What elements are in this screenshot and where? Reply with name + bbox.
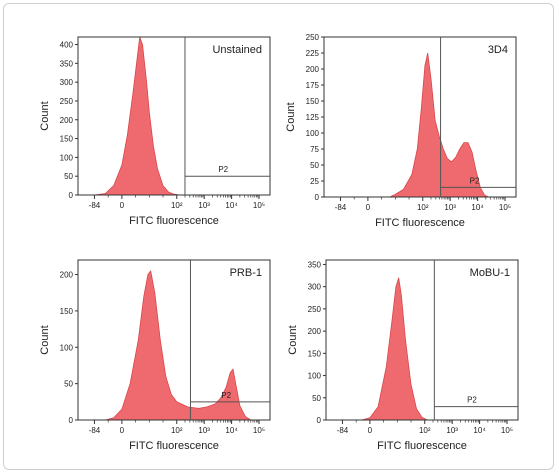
y-tick-label: 125	[306, 113, 320, 122]
y-tick-label: 50	[312, 394, 321, 403]
x-tick-label: 10²	[417, 203, 429, 212]
x-tick-label: 10²	[171, 201, 183, 210]
y-tick-label: 50	[310, 161, 319, 170]
y-tick-label: 225	[306, 49, 320, 58]
y-tick-label: 250	[60, 97, 74, 106]
plot-frame	[77, 259, 271, 421]
y-tick-label: 350	[308, 260, 322, 269]
x-tick-label: 10⁴	[225, 201, 238, 210]
x-tick-label: 10⁴	[471, 203, 484, 212]
y-tick-label: 100	[60, 153, 74, 162]
x-axis-label: FITC fluorescence	[375, 217, 465, 229]
x-tick-label: -84	[89, 426, 101, 435]
x-tick-label: -84	[335, 203, 347, 212]
y-tick-label: 250	[306, 33, 320, 42]
histogram-area	[389, 52, 489, 198]
x-tick-label: 0	[120, 426, 125, 435]
x-tick-label: 10³	[198, 426, 210, 435]
plot-frame	[325, 259, 519, 421]
x-tick-label: 0	[366, 203, 371, 212]
y-tick-label: 250	[308, 305, 322, 314]
y-tick-label: 50	[64, 172, 73, 181]
histogram-area	[105, 269, 253, 421]
x-tick-label: 10⁵	[501, 426, 513, 435]
panel-title: MoBU-1	[470, 267, 510, 279]
x-tick-label: 10⁴	[225, 426, 238, 435]
y-tick-label: 100	[308, 372, 322, 381]
y-tick-label: 150	[306, 97, 320, 106]
panel-4: P2 0 50 100 150 200 250 300 350 -84 0 10² 10³ 10⁴ 10⁵ M…	[287, 259, 519, 452]
y-tick-label: 400	[60, 41, 74, 50]
y-tick-label: 25	[310, 177, 319, 186]
y-tick-label: 200	[60, 271, 74, 280]
y-tick-label: 150	[308, 349, 322, 358]
x-tick-label: 10³	[444, 203, 456, 212]
x-tick-label: 10⁵	[253, 201, 265, 210]
x-axis-label: FITC fluorescence	[129, 440, 219, 452]
panel-1: P2 0 50 100 150 200 250 300 350 400 -84 0 10² 10³ 10⁴ 1…	[39, 36, 271, 227]
y-tick-label: 0	[315, 193, 320, 202]
y-tick-label: 300	[308, 283, 322, 292]
gate-label: P2	[467, 396, 477, 405]
x-tick-label: 10²	[171, 426, 183, 435]
x-tick-label: 10³	[446, 426, 458, 435]
y-tick-label: 150	[60, 135, 74, 144]
panel-title: 3D4	[488, 44, 508, 56]
y-tick-label: 200	[308, 327, 322, 336]
y-tick-label: 300	[60, 78, 74, 87]
y-tick-label: 0	[69, 191, 74, 200]
x-axis-label: FITC fluorescence	[377, 440, 467, 452]
y-tick-label: 200	[60, 116, 74, 125]
gate-label: P2	[221, 391, 231, 400]
x-tick-label: 10²	[419, 426, 431, 435]
histogram-area	[361, 277, 428, 421]
y-tick-label: 350	[60, 59, 74, 68]
plot-frame	[77, 36, 271, 196]
x-tick-label: -84	[337, 426, 349, 435]
panel-3: P2 0 50 100 150 200 -84 0 10² 10³ 10⁴ 10⁵ PRB-1 FITC …	[39, 259, 271, 452]
y-tick-label: 200	[306, 65, 320, 74]
y-axis-label: Count	[287, 325, 299, 354]
y-tick-label: 100	[306, 129, 320, 138]
y-axis-label: Count	[285, 102, 297, 131]
y-tick-label: 50	[64, 380, 73, 389]
x-tick-label: -84	[89, 201, 101, 210]
y-axis-label: Count	[39, 325, 51, 354]
x-tick-label: 0	[120, 201, 125, 210]
panel-2: P2 0 25 50 75 100 125 150 175 200 225 250 -84 0 10² 10³…	[285, 33, 517, 229]
panel-title: PRB-1	[230, 267, 262, 279]
x-tick-label: 10⁵	[499, 203, 511, 212]
gate-label: P2	[218, 165, 228, 174]
x-axis-label: FITC fluorescence	[129, 215, 219, 227]
gate-label: P2	[470, 176, 480, 185]
y-tick-label: 150	[60, 307, 74, 316]
panel-title: Unstained	[212, 44, 262, 56]
figure-frame	[3, 3, 554, 470]
y-axis-label: Count	[39, 101, 51, 130]
x-tick-label: 10⁵	[253, 426, 265, 435]
y-tick-label: 75	[310, 145, 319, 154]
y-tick-label: 100	[60, 343, 74, 352]
y-tick-label: 0	[69, 416, 74, 425]
x-tick-label: 10⁴	[473, 426, 486, 435]
y-tick-label: 0	[317, 416, 322, 425]
x-tick-label: 10³	[198, 201, 210, 210]
y-tick-label: 175	[306, 81, 320, 90]
x-tick-label: 0	[368, 426, 373, 435]
histogram-area	[94, 36, 180, 196]
